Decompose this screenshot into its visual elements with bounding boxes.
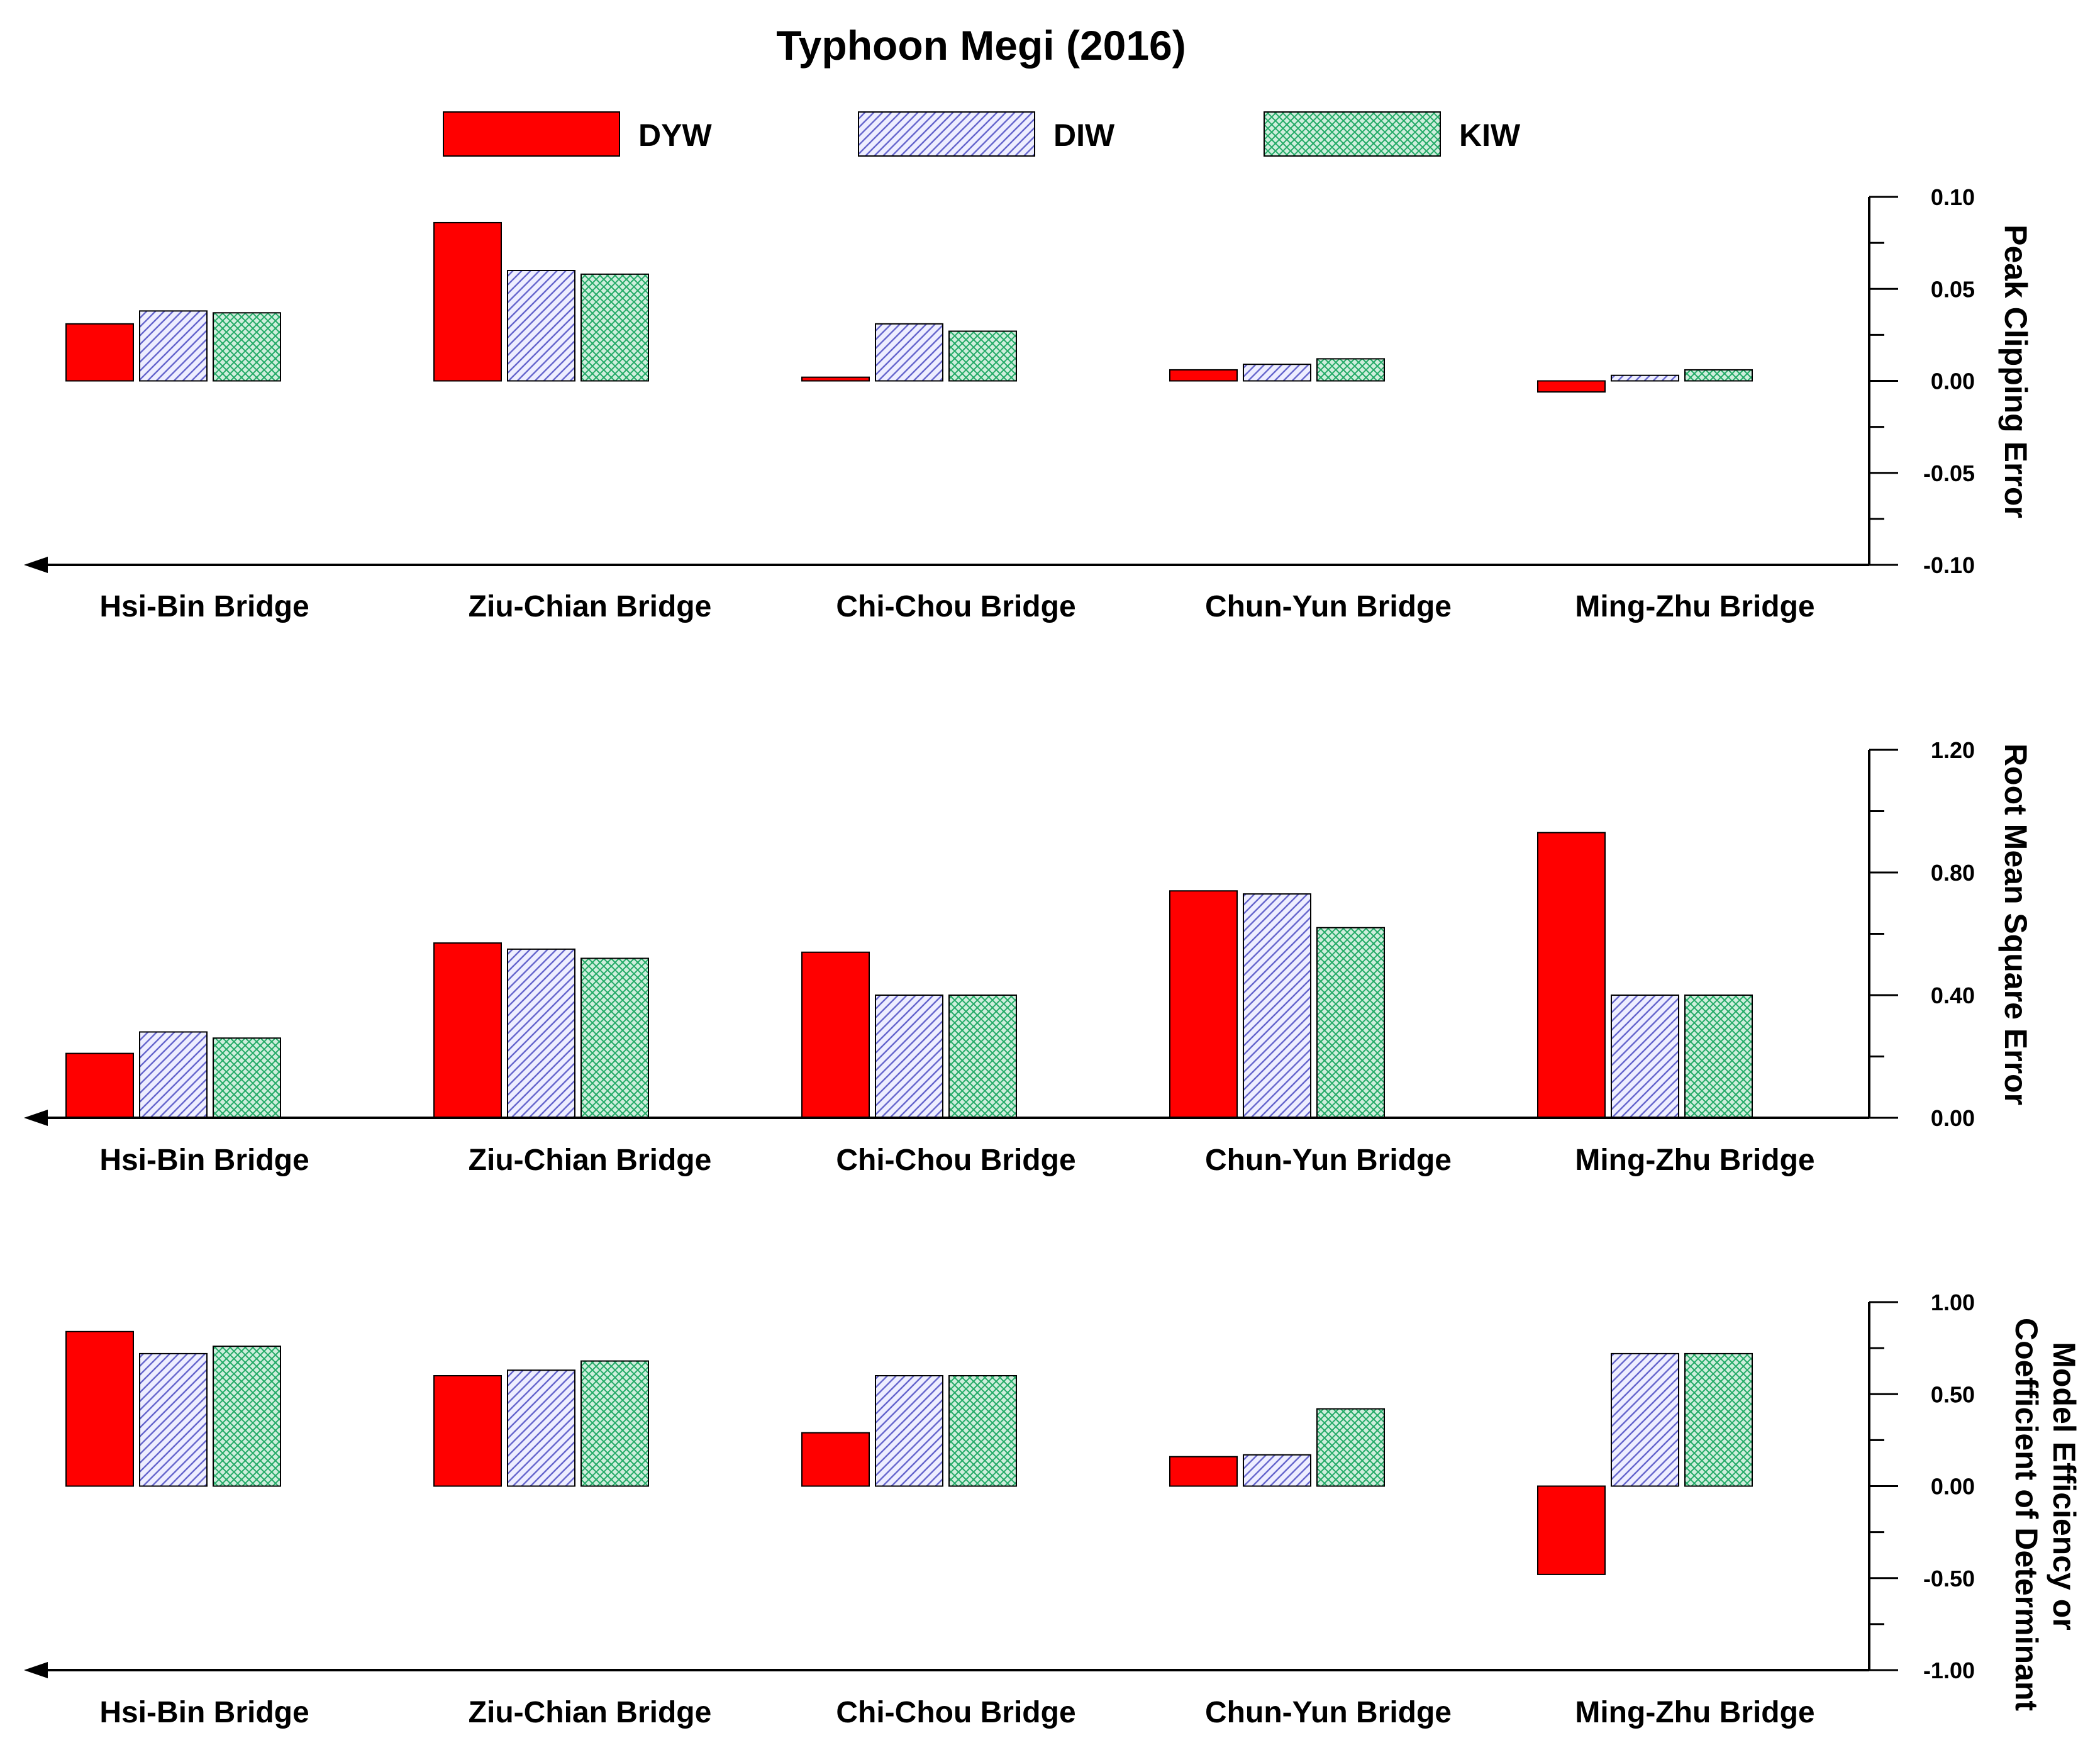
bar-kiw-chi-chou-bridge <box>948 995 1017 1118</box>
bar-dyw-hsi-bin-bridge <box>65 1052 134 1118</box>
legend: DYW DIW KIW <box>443 111 1521 157</box>
panel-peak-clipping-error: 0.10 0.05 0.00 -0.05 -0.10 Hsi-Bin Bridge Ziu-… <box>24 184 2033 623</box>
bar-diw-chi-chou-bridge <box>875 323 943 382</box>
y-tick-label: 0.00 <box>1931 1474 1975 1500</box>
legend-swatch-kiw <box>1264 111 1441 157</box>
bar-diw-chun-yun-bridge <box>1243 1454 1311 1487</box>
bar-kiw-chun-yun-bridge <box>1316 1408 1385 1487</box>
bar-diw-ming-zhu-bridge <box>1611 995 1679 1118</box>
bar-kiw-ziu-chian-bridge <box>581 957 649 1118</box>
y-tick-label: 0.05 <box>1931 276 1975 302</box>
category-label-ming-zhu-bridge: Ming-Zhu Bridge <box>1575 590 1814 623</box>
category-label-chi-chou-bridge: Chi-Chou Bridge <box>836 590 1075 623</box>
bar-dyw-hsi-bin-bridge <box>65 1330 134 1487</box>
bar-dyw-ming-zhu-bridge <box>1537 832 1606 1118</box>
y-axis-title-line: Coefficient of Determinant <box>2009 1318 2044 1711</box>
bar-diw-chun-yun-bridge <box>1243 893 1311 1118</box>
bar-dyw-hsi-bin-bridge <box>65 323 134 382</box>
panel-model-efficiency: 1.00 0.50 0.00 -0.50 -1.00 Hsi-Bin Bridge Ziu-… <box>24 1290 2082 1729</box>
y-axis-title: Peak Clipping Error <box>1998 225 2033 518</box>
bar-diw-hsi-bin-bridge <box>139 1352 208 1487</box>
bar-kiw-chun-yun-bridge <box>1316 927 1385 1118</box>
bar-diw-ziu-chian-bridge <box>507 1369 575 1487</box>
bar-dyw-chun-yun-bridge <box>1169 369 1238 382</box>
bar-dyw-chi-chou-bridge <box>801 951 870 1118</box>
y-tick-label: -0.50 <box>1923 1566 1975 1591</box>
category-label-chun-yun-bridge: Chun-Yun Bridge <box>1205 1696 1452 1729</box>
legend-swatch-diw <box>858 111 1035 157</box>
legend-label-kiw: KIW <box>1459 118 1521 153</box>
bar-dyw-chun-yun-bridge <box>1169 1456 1238 1487</box>
bar-kiw-hsi-bin-bridge <box>213 1037 281 1118</box>
bar-kiw-hsi-bin-bridge <box>213 1346 281 1487</box>
category-label-hsi-bin-bridge: Hsi-Bin Bridge <box>99 1696 309 1729</box>
bar-kiw-chi-chou-bridge <box>948 330 1017 382</box>
category-label-ziu-chian-bridge: Ziu-Chian Bridge <box>469 590 712 623</box>
bar-diw-ming-zhu-bridge <box>1611 1352 1679 1487</box>
category-label-ming-zhu-bridge: Ming-Zhu Bridge <box>1575 1144 1814 1177</box>
y-tick-label: 0.40 <box>1931 983 1975 1008</box>
bar-kiw-ming-zhu-bridge <box>1684 1352 1753 1487</box>
y-tick-label: 0.50 <box>1931 1381 1975 1407</box>
y-tick-label: -0.10 <box>1923 552 1975 578</box>
bar-diw-chi-chou-bridge <box>875 995 943 1118</box>
category-label-ming-zhu-bridge: Ming-Zhu Bridge <box>1575 1696 1814 1729</box>
bar-kiw-ziu-chian-bridge <box>581 273 649 382</box>
bar-kiw-hsi-bin-bridge <box>213 312 281 382</box>
bar-dyw-ming-zhu-bridge <box>1537 1485 1606 1575</box>
x-axis-arrow-icon <box>24 557 48 573</box>
panel-root-mean-square-error: 1.20 0.80 0.40 0.00 Hsi-Bin Bridge Ziu-Chian … <box>24 737 2033 1177</box>
bar-kiw-ziu-chian-bridge <box>581 1360 649 1487</box>
bar-dyw-ziu-chian-bridge <box>433 1375 502 1487</box>
bar-kiw-chun-yun-bridge <box>1316 358 1385 382</box>
category-label-chi-chou-bridge: Chi-Chou Bridge <box>836 1144 1075 1177</box>
y-tick-label: 1.20 <box>1931 737 1975 763</box>
y-tick-label: -1.00 <box>1923 1658 1975 1683</box>
bar-diw-ming-zhu-bridge <box>1611 374 1679 382</box>
category-label-ziu-chian-bridge: Ziu-Chian Bridge <box>469 1144 712 1177</box>
bar-dyw-chun-yun-bridge <box>1169 890 1238 1118</box>
bar-dyw-ziu-chian-bridge <box>433 942 502 1118</box>
chart-title: Typhoon Megi (2016) <box>776 22 1186 69</box>
category-label-hsi-bin-bridge: Hsi-Bin Bridge <box>99 590 309 623</box>
bar-diw-chun-yun-bridge <box>1243 364 1311 382</box>
y-tick-label: 0.10 <box>1931 184 1975 210</box>
bar-diw-hsi-bin-bridge <box>139 310 208 382</box>
legend-label-dyw: DYW <box>638 118 712 153</box>
category-label-chun-yun-bridge: Chun-Yun Bridge <box>1205 1144 1452 1177</box>
y-tick-label: 0.00 <box>1931 1105 1975 1131</box>
legend-label-diw: DIW <box>1053 118 1115 153</box>
y-tick-label: -0.05 <box>1923 460 1975 486</box>
bar-dyw-chi-chou-bridge <box>801 1432 870 1487</box>
bar-dyw-ziu-chian-bridge <box>433 221 502 382</box>
category-label-ziu-chian-bridge: Ziu-Chian Bridge <box>469 1696 712 1729</box>
y-axis-title: Root Mean Square Error <box>1998 744 2033 1105</box>
bar-diw-ziu-chian-bridge <box>507 948 575 1118</box>
category-label-chun-yun-bridge: Chun-Yun Bridge <box>1205 590 1452 623</box>
category-label-chi-chou-bridge: Chi-Chou Bridge <box>836 1696 1075 1729</box>
y-tick-label: 1.00 <box>1931 1290 1975 1315</box>
x-axis-arrow-icon <box>24 1110 48 1126</box>
bar-kiw-ming-zhu-bridge <box>1684 369 1753 382</box>
y-tick-label: 0.00 <box>1931 369 1975 394</box>
y-tick-label: 0.80 <box>1931 860 1975 886</box>
legend-swatch-dyw <box>443 111 620 157</box>
bar-diw-hsi-bin-bridge <box>139 1031 208 1118</box>
category-label-hsi-bin-bridge: Hsi-Bin Bridge <box>99 1144 309 1177</box>
bar-kiw-chi-chou-bridge <box>948 1375 1017 1487</box>
bar-diw-ziu-chian-bridge <box>507 270 575 382</box>
bar-dyw-chi-chou-bridge <box>801 376 870 382</box>
bar-diw-chi-chou-bridge <box>875 1375 943 1487</box>
bar-kiw-ming-zhu-bridge <box>1684 995 1753 1118</box>
x-axis-arrow-icon <box>24 1662 48 1678</box>
bar-dyw-ming-zhu-bridge <box>1537 380 1606 393</box>
y-axis-title-line: Model Efficiency or <box>2047 1342 2082 1630</box>
